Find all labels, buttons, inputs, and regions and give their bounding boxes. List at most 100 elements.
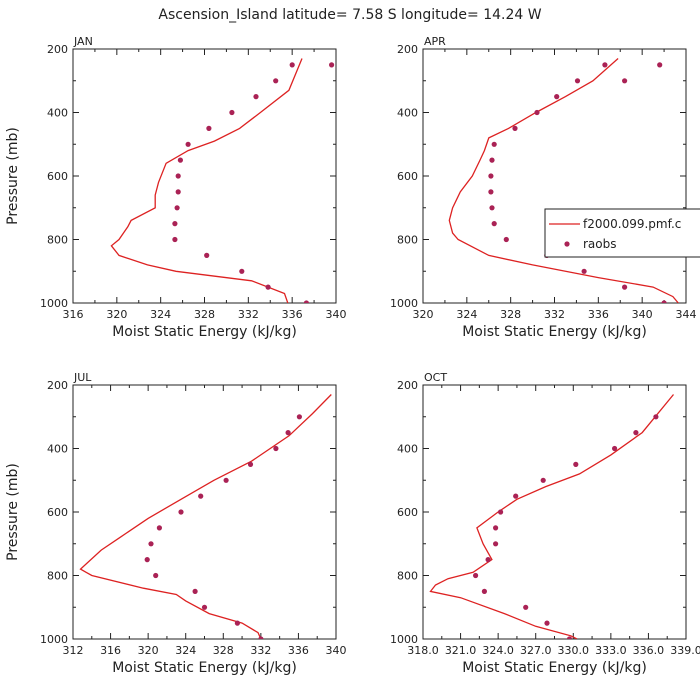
x-tick-label: 340 (326, 308, 347, 321)
model-profile-line (429, 394, 675, 639)
y-ticks-jul: 200 400 600 800 1000 (40, 379, 336, 646)
raobs-point (481, 588, 487, 595)
y-tick-label: 1000 (40, 297, 68, 310)
raobs-point (229, 109, 235, 116)
plot-frame-apr (422, 48, 687, 304)
x-tick-label: 339.0 (670, 644, 700, 657)
raobs-point (303, 300, 309, 303)
raobs-point (204, 252, 210, 258)
x-tick-label: 321.0 (445, 644, 477, 657)
x-axis-label-apr: Moist Static Energy (kJ/kg) (462, 324, 647, 340)
raobs-point (653, 414, 659, 420)
x-tick-label: 336 (282, 308, 303, 321)
x-tick-label: 316 (63, 308, 84, 321)
panel-label-jan: JAN (73, 35, 93, 48)
raobs-point (489, 205, 495, 211)
x-tick-label: 340 (632, 308, 653, 321)
panel-label-oct: OCT (424, 371, 447, 384)
y-tick-label: 600 (47, 506, 68, 519)
panel-apr: APR 320 324 328 332 336 340 344 200 400 600 800 1000… (390, 35, 697, 340)
raobs-point (602, 62, 608, 68)
x-tick-label: 336 (588, 308, 609, 321)
raobs-point (493, 541, 499, 547)
raobs-point (534, 109, 540, 116)
raobs-point (172, 221, 178, 227)
raobs-point (488, 173, 494, 179)
y-tick-label: 400 (397, 443, 418, 456)
x-axis-label-jan: Moist Static Energy (kJ/kg) (112, 324, 297, 340)
raobs-point (491, 221, 497, 227)
x-ticks-apr: 320 324 328 332 336 340 344 (413, 49, 697, 321)
y-tick-label: 800 (47, 570, 68, 583)
y-tick-label: 200 (47, 43, 68, 56)
raobs-point (198, 493, 204, 499)
y-tick-label: 600 (397, 506, 418, 519)
x-axis-label-oct: Moist Static Energy (kJ/kg) (462, 660, 647, 676)
series-apr (448, 58, 679, 303)
plot-frame-jan (72, 48, 337, 304)
y-axis-label-jul: Pressure (mb) (5, 463, 21, 561)
x-tick-label: 332 (238, 308, 259, 321)
raobs-point (174, 205, 180, 211)
model-profile-line (79, 394, 332, 639)
raobs-point (566, 636, 573, 639)
raobs-point (581, 268, 587, 274)
model-profile-line (110, 58, 303, 303)
raobs-point (153, 572, 159, 579)
panel-oct: OCT 318.0 321.0 324.0 327.0 330.0 333.0 336.0 33… (390, 371, 700, 676)
raobs-point (489, 157, 495, 163)
raobs-point (554, 94, 560, 100)
y-tick-label: 800 (47, 234, 68, 247)
raobs-point (289, 62, 295, 68)
x-tick-label: 336.0 (633, 644, 665, 657)
raobs-point (273, 445, 279, 452)
raobs-point (156, 525, 162, 531)
x-axis-label-jul: Moist Static Energy (kJ/kg) (112, 660, 297, 676)
y-tick-label: 400 (397, 107, 418, 120)
series-jul (79, 394, 332, 639)
chart-panels: JAN 316 320 324 328 332 336 340 200 400 600 800 1000… (5, 35, 700, 676)
raobs-point (540, 477, 546, 483)
raobs-point (498, 509, 504, 515)
raobs-point (493, 525, 499, 531)
x-tick-label: 330.0 (558, 644, 590, 657)
model-profile-line (448, 58, 679, 303)
x-tick-label: 328 (500, 308, 521, 321)
x-tick-label: 332 (250, 644, 271, 657)
y-tick-label: 800 (397, 570, 418, 583)
y-tick-label: 600 (47, 170, 68, 183)
panel-label-apr: APR (424, 35, 446, 48)
legend-obs-label: raobs (583, 237, 617, 251)
x-ticks-jan: 316 320 324 328 332 336 340 (63, 49, 347, 321)
raobs-point (172, 236, 178, 243)
series-jan (110, 58, 335, 303)
y-tick-label: 1000 (390, 633, 418, 646)
x-ticks-jul: 312 316 320 324 328 332 336 340 (63, 385, 347, 657)
raobs-point (512, 125, 518, 131)
series-oct (429, 394, 675, 639)
x-tick-label: 320 (106, 308, 127, 321)
x-tick-label: 344 (676, 308, 697, 321)
y-tick-label: 600 (397, 170, 418, 183)
raobs-point (657, 62, 663, 68)
x-tick-label: 336 (288, 644, 309, 657)
plot-frame-jul (72, 384, 337, 640)
legend-model-label: f2000.099.pmf.c (583, 217, 681, 231)
x-tick-label: 320 (413, 308, 434, 321)
x-tick-label: 318.0 (407, 644, 439, 657)
x-tick-label: 327.0 (520, 644, 552, 657)
figure-title: Ascension_Island latitude= 7.58 S longit… (158, 7, 541, 23)
raobs-point (265, 284, 271, 290)
raobs-point (633, 430, 639, 436)
raobs-point (485, 557, 491, 563)
y-ticks-apr: 200 400 600 800 1000 (390, 43, 686, 310)
raobs-point (473, 572, 479, 579)
x-tick-label: 316 (100, 644, 121, 657)
y-tick-label: 200 (397, 43, 418, 56)
raobs-point (148, 541, 154, 547)
x-tick-label: 340 (326, 644, 347, 657)
y-tick-label: 1000 (390, 297, 418, 310)
legend-box (544, 208, 700, 258)
raobs-point (488, 189, 494, 195)
